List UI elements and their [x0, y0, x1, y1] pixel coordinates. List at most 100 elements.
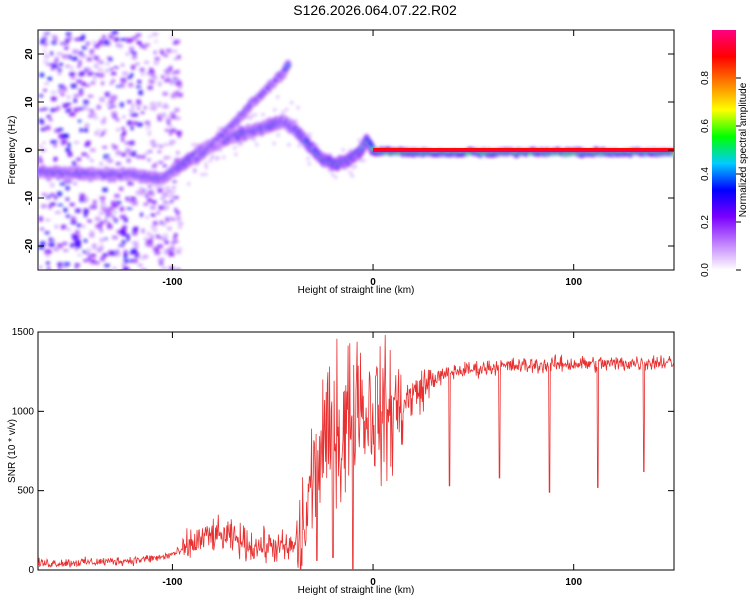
heatmap-cell — [99, 196, 106, 200]
heatmap-cell — [168, 201, 172, 204]
heatmap-cell — [38, 108, 45, 111]
heatmap-cell — [132, 121, 138, 126]
heatmap-cell — [143, 237, 148, 240]
heatmap-cell — [165, 156, 171, 159]
heatmap-cell — [167, 194, 174, 198]
heatmap-cell — [169, 246, 175, 251]
heatmap-cell — [40, 241, 46, 246]
heatmap-cell — [46, 63, 50, 66]
heatmap-cell — [143, 152, 149, 155]
heatmap-cell — [55, 57, 59, 62]
heatmap-cell — [126, 38, 132, 43]
heatmap-cell — [57, 262, 64, 267]
heatmap-cell — [161, 267, 167, 270]
heatmap-cell — [100, 202, 107, 206]
heatmap-cell — [90, 148, 96, 152]
heatmap-cell — [273, 108, 277, 112]
heatmap-cell — [66, 181, 72, 184]
heatmap-cell — [146, 231, 151, 237]
heatmap-cell — [58, 89, 62, 94]
heatmap-cell — [89, 205, 94, 210]
heatmap-cell — [91, 40, 97, 44]
heatmap-cell — [62, 242, 68, 246]
heatmap-cell — [172, 180, 177, 183]
heatmap-cell — [62, 133, 69, 138]
heatmap-cell — [331, 173, 335, 177]
chart-title: S126.2026.064.07.22.R02 — [293, 2, 457, 18]
heatmap-cell — [157, 244, 163, 249]
heatmap-cell — [75, 245, 81, 249]
heatmap-cell — [281, 110, 285, 114]
heatmap-cell — [157, 188, 163, 193]
heatmap-cell — [62, 264, 68, 269]
heatmap-cell — [93, 63, 99, 69]
heatmap-cell — [56, 52, 63, 56]
heatmap-cell — [172, 77, 178, 80]
heatmap-cell — [52, 107, 58, 112]
heatmap-cell — [152, 221, 158, 226]
heatmap-cell — [249, 116, 253, 120]
heatmap-cell — [90, 159, 94, 162]
heatmap-cell — [44, 231, 50, 235]
heatmap-cell — [69, 202, 75, 207]
heatmap-cell — [75, 208, 81, 213]
heatmap-cell — [63, 249, 69, 252]
heatmap-cell — [152, 33, 159, 36]
heatmap-cell — [109, 68, 113, 71]
heatmap-cell — [165, 72, 170, 76]
heatmap-cell — [48, 204, 52, 209]
x-tick-label: 0 — [370, 577, 376, 588]
heatmap-cell — [45, 125, 51, 131]
heatmap-cell — [65, 186, 70, 191]
heatmap-cell — [151, 224, 155, 230]
heatmap-cell — [40, 40, 45, 45]
heatmap-cell — [175, 210, 180, 216]
heatmap-cell — [116, 128, 120, 132]
heatmap-cell — [167, 216, 173, 219]
heatmap-cell — [162, 205, 167, 209]
heatmap-cell — [145, 193, 149, 198]
heatmap-cell — [165, 48, 172, 53]
heatmap-cell — [87, 219, 92, 223]
heatmap-cell — [155, 250, 160, 256]
heatmap-cell — [132, 241, 139, 245]
heatmap-cell — [289, 117, 293, 121]
heatmap-cell — [173, 57, 178, 61]
heatmap-cell — [164, 129, 170, 132]
heatmap-cell — [169, 80, 174, 84]
heatmap-cell — [109, 82, 114, 85]
heatmap-cell — [157, 258, 163, 262]
heatmap-cell — [123, 217, 128, 223]
heatmap-cell — [102, 128, 108, 134]
heatmap-cell — [52, 140, 58, 143]
heatmap-cell — [147, 35, 152, 39]
heatmap-cell — [87, 256, 91, 260]
heatmap-cell — [250, 114, 254, 118]
y-tick-label: 10 — [24, 96, 35, 108]
heatmap-cell — [50, 242, 55, 247]
heatmap-cell — [116, 85, 122, 88]
colorbar: 0.0 0.2 0.4 0.6 0.8 Normalized spectral ampl… — [700, 30, 749, 277]
heatmap-cell — [58, 133, 64, 139]
heatmap-cell — [164, 240, 169, 244]
heatmap-cell — [102, 187, 108, 192]
heatmap-cell — [162, 238, 168, 241]
heatmap-cell — [107, 224, 113, 229]
heatmap-cell — [73, 163, 77, 167]
heatmap-cell — [86, 57, 92, 62]
heatmap-cell — [110, 71, 117, 76]
heatmap-cell — [162, 233, 169, 238]
heatmap-cell — [172, 42, 178, 45]
heatmap-cell — [99, 227, 103, 233]
heatmap-cell — [306, 157, 310, 161]
heatmap-cell — [135, 190, 141, 195]
heatmap-cell — [239, 142, 243, 146]
heatmap-cell — [136, 107, 141, 110]
heatmap-cell — [94, 131, 98, 135]
heatmap-cell — [334, 175, 338, 179]
heatmap-cell — [155, 234, 160, 239]
heatmap-cell — [171, 189, 176, 194]
heatmap-cell — [110, 105, 117, 108]
heatmap-cell — [158, 81, 162, 87]
heatmap-cell — [104, 219, 108, 222]
